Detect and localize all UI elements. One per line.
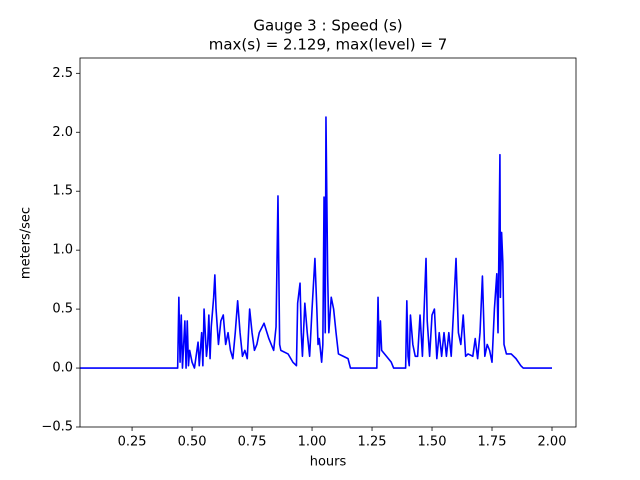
y-tick-label: 2.0 <box>52 125 73 140</box>
y-axis-label: meters/sec <box>19 207 34 279</box>
y-tick-label: 0.0 <box>52 361 73 376</box>
y-tick-label: 0.5 <box>52 302 73 317</box>
x-tick-label: 1.00 <box>298 435 327 450</box>
y-tick-label: −0.5 <box>41 420 73 435</box>
y-tick-label: 1.5 <box>52 184 73 199</box>
y-tick-label: 2.5 <box>52 66 73 81</box>
x-tick-label: 0.50 <box>178 435 207 450</box>
data-line <box>80 116 552 369</box>
x-tick-label: 1.75 <box>478 435 507 450</box>
y-tick-label: 1.0 <box>52 243 73 258</box>
x-tick-label: 0.75 <box>238 435 267 450</box>
chart-subtitle: max(s) = 2.129, max(level) = 7 <box>209 36 447 54</box>
x-tick-label: 0.25 <box>118 435 147 450</box>
x-axis-label: hours <box>310 455 347 470</box>
x-tick-label: 2.00 <box>538 435 567 450</box>
plot-frame <box>79 57 577 428</box>
x-tick-label: 1.25 <box>358 435 387 450</box>
chart-title: Gauge 3 : Speed (s) <box>253 17 402 35</box>
x-tick-label: 1.50 <box>418 435 447 450</box>
